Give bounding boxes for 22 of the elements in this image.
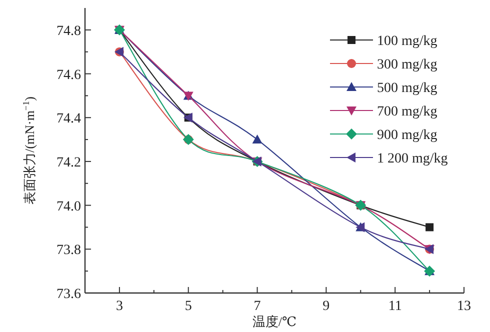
x-tick-label: 11 [388,299,402,314]
point [426,223,434,232]
legend-label: 1 200 mg/kg [377,152,448,166]
legend-label: 700 mg/kg [377,104,438,120]
x-axis-title: 温度/℃ [252,314,297,329]
x-tick-label: 3 [116,299,123,314]
point [252,134,262,144]
legend-label: 500 mg/kg [377,81,438,96]
x-tick-label: 7 [254,299,261,314]
y-tick-label: 74.4 [56,112,81,127]
legend-label: 300 mg/kg [377,58,438,72]
x-tick-label: 9 [322,299,330,314]
legend-label: 100 mg/kg [377,34,438,49]
x-tick-label: 5 [184,299,192,314]
y-tick-label: 74.2 [56,155,81,170]
y-tick-label: 73.8 [56,243,81,258]
legend-label: 900 mg/kg [377,128,438,143]
y-tick-label: 73.6 [56,287,81,302]
y-tick-label: 74.6 [56,68,81,83]
x-tick-label: 13 [457,299,471,314]
y-tick-label: 74.8 [56,24,81,39]
y-tick-label: 74.0 [56,199,81,214]
